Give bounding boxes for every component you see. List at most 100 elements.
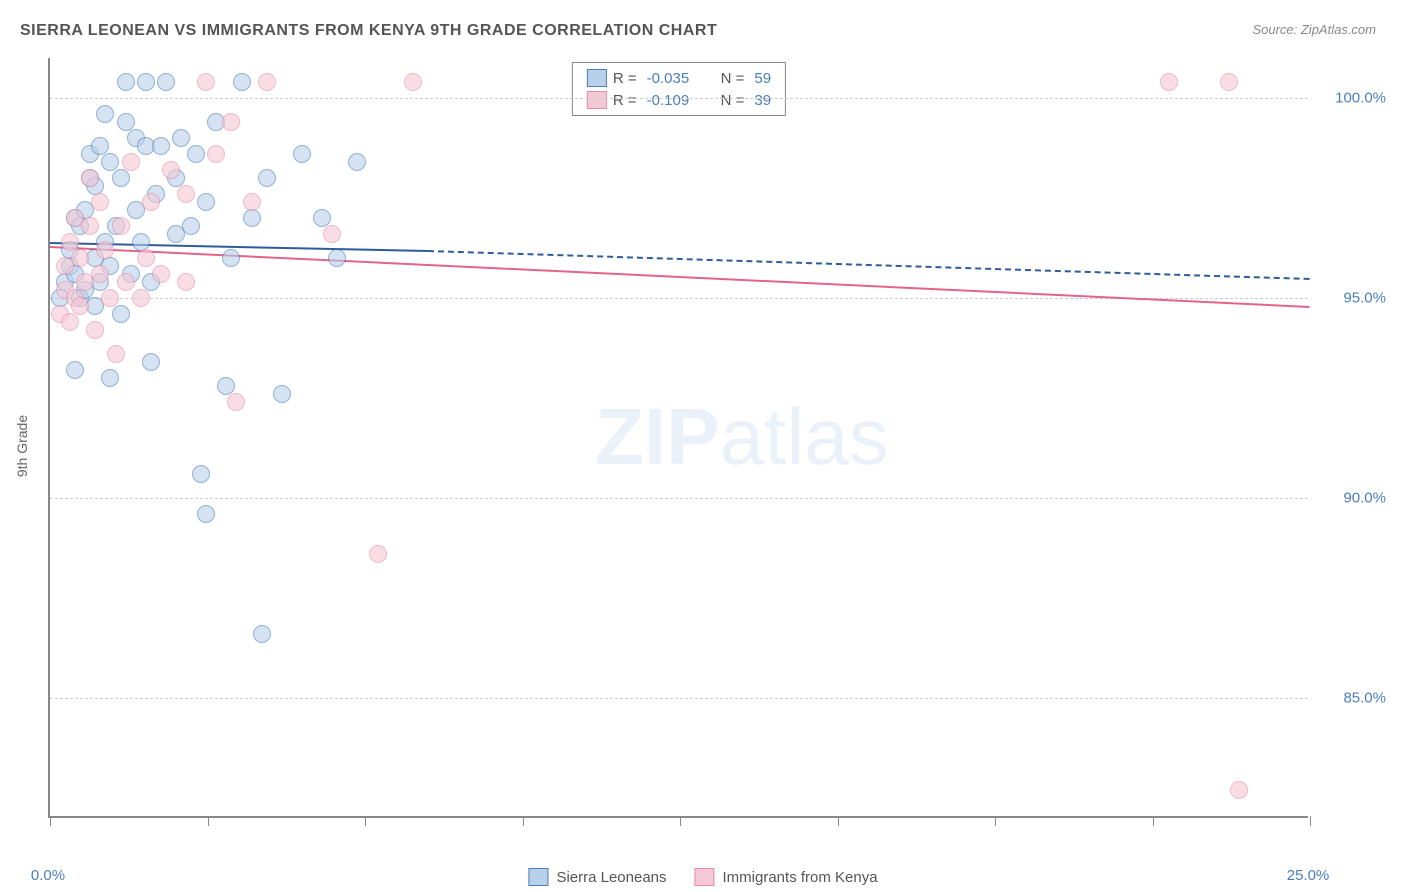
data-point <box>187 145 205 163</box>
data-point <box>117 73 135 91</box>
y-axis-label: 9th Grade <box>14 415 30 477</box>
n-value: 39 <box>754 92 771 109</box>
data-point <box>122 153 140 171</box>
data-point <box>348 153 366 171</box>
data-point <box>328 249 346 267</box>
data-point <box>273 385 291 403</box>
trend-extension <box>428 250 1310 280</box>
gridline <box>50 98 1308 99</box>
watermark-bold: ZIP <box>595 392 719 481</box>
data-point <box>91 265 109 283</box>
legend-swatch <box>695 868 715 886</box>
watermark-thin: atlas <box>720 392 889 481</box>
data-point <box>61 233 79 251</box>
data-point <box>81 217 99 235</box>
data-point <box>253 625 271 643</box>
data-point <box>91 137 109 155</box>
data-point <box>112 217 130 235</box>
x-tick <box>208 816 209 826</box>
source-name: ZipAtlas.com <box>1301 22 1376 37</box>
data-point <box>323 225 341 243</box>
data-point <box>101 369 119 387</box>
data-point <box>197 505 215 523</box>
y-tick-label: 85.0% <box>1343 690 1386 707</box>
legend-item: Immigrants from Kenya <box>695 868 878 886</box>
data-point <box>96 105 114 123</box>
data-point <box>313 209 331 227</box>
series-legend: Sierra Leoneans Immigrants from Kenya <box>528 868 877 886</box>
source-attribution: Source: ZipAtlas.com <box>1252 22 1376 37</box>
y-tick-label: 90.0% <box>1343 490 1386 507</box>
data-point <box>71 249 89 267</box>
data-point <box>91 193 109 211</box>
data-point <box>222 113 240 131</box>
data-point <box>182 217 200 235</box>
data-point <box>86 321 104 339</box>
data-point <box>137 73 155 91</box>
data-point <box>243 193 261 211</box>
x-tick <box>365 816 366 826</box>
data-point <box>66 361 84 379</box>
gridline <box>50 698 1308 699</box>
source-prefix: Source: <box>1252 22 1300 37</box>
data-point <box>1220 73 1238 91</box>
x-tick-label: 25.0% <box>1287 867 1330 884</box>
x-tick <box>838 816 839 826</box>
x-tick <box>680 816 681 826</box>
data-point <box>137 249 155 267</box>
legend-row: R = -0.035 N = 59 <box>587 67 771 89</box>
data-point <box>112 305 130 323</box>
data-point <box>152 265 170 283</box>
data-point <box>197 193 215 211</box>
correlation-legend: R = -0.035 N = 59R = -0.109 N = 39 <box>572 62 786 116</box>
data-point <box>1160 73 1178 91</box>
x-tick <box>1310 816 1311 826</box>
legend-item: Sierra Leoneans <box>528 868 666 886</box>
r-value: -0.109 <box>647 92 715 109</box>
plot-area: ZIPatlas R = -0.035 N = 59R = -0.109 N = 39 <box>48 58 1308 818</box>
data-point <box>177 185 195 203</box>
data-point <box>192 465 210 483</box>
data-point <box>293 145 311 163</box>
data-point <box>207 145 225 163</box>
data-point <box>157 73 175 91</box>
x-tick <box>523 816 524 826</box>
data-point <box>142 193 160 211</box>
data-point <box>107 345 125 363</box>
data-point <box>222 249 240 267</box>
legend-row: R =-0.109N =39 <box>587 89 771 111</box>
data-point <box>243 209 261 227</box>
y-tick-label: 95.0% <box>1343 290 1386 307</box>
n-label: N = <box>721 70 745 87</box>
data-point <box>71 297 89 315</box>
legend-label: Immigrants from Kenya <box>723 869 878 886</box>
data-point <box>404 73 422 91</box>
data-point <box>96 241 114 259</box>
r-label: R = <box>613 70 637 87</box>
data-point <box>162 161 180 179</box>
watermark: ZIPatlas <box>595 391 888 483</box>
data-point <box>227 393 245 411</box>
data-point <box>81 169 99 187</box>
data-point <box>217 377 235 395</box>
legend-swatch <box>587 91 607 109</box>
data-point <box>369 545 387 563</box>
legend-swatch <box>528 868 548 886</box>
n-label: N = <box>721 92 745 109</box>
y-tick-label: 100.0% <box>1335 90 1386 107</box>
legend-swatch <box>587 69 607 87</box>
data-point <box>172 129 190 147</box>
data-point <box>61 313 79 331</box>
data-point <box>197 73 215 91</box>
data-point <box>112 169 130 187</box>
data-point <box>101 153 119 171</box>
chart-title: SIERRA LEONEAN VS IMMIGRANTS FROM KENYA … <box>20 22 717 40</box>
data-point <box>132 289 150 307</box>
n-value: 59 <box>754 70 771 87</box>
data-point <box>117 113 135 131</box>
data-point <box>101 289 119 307</box>
x-tick <box>50 816 51 826</box>
data-point <box>177 273 195 291</box>
r-value: -0.035 <box>647 70 715 87</box>
data-point <box>258 73 276 91</box>
